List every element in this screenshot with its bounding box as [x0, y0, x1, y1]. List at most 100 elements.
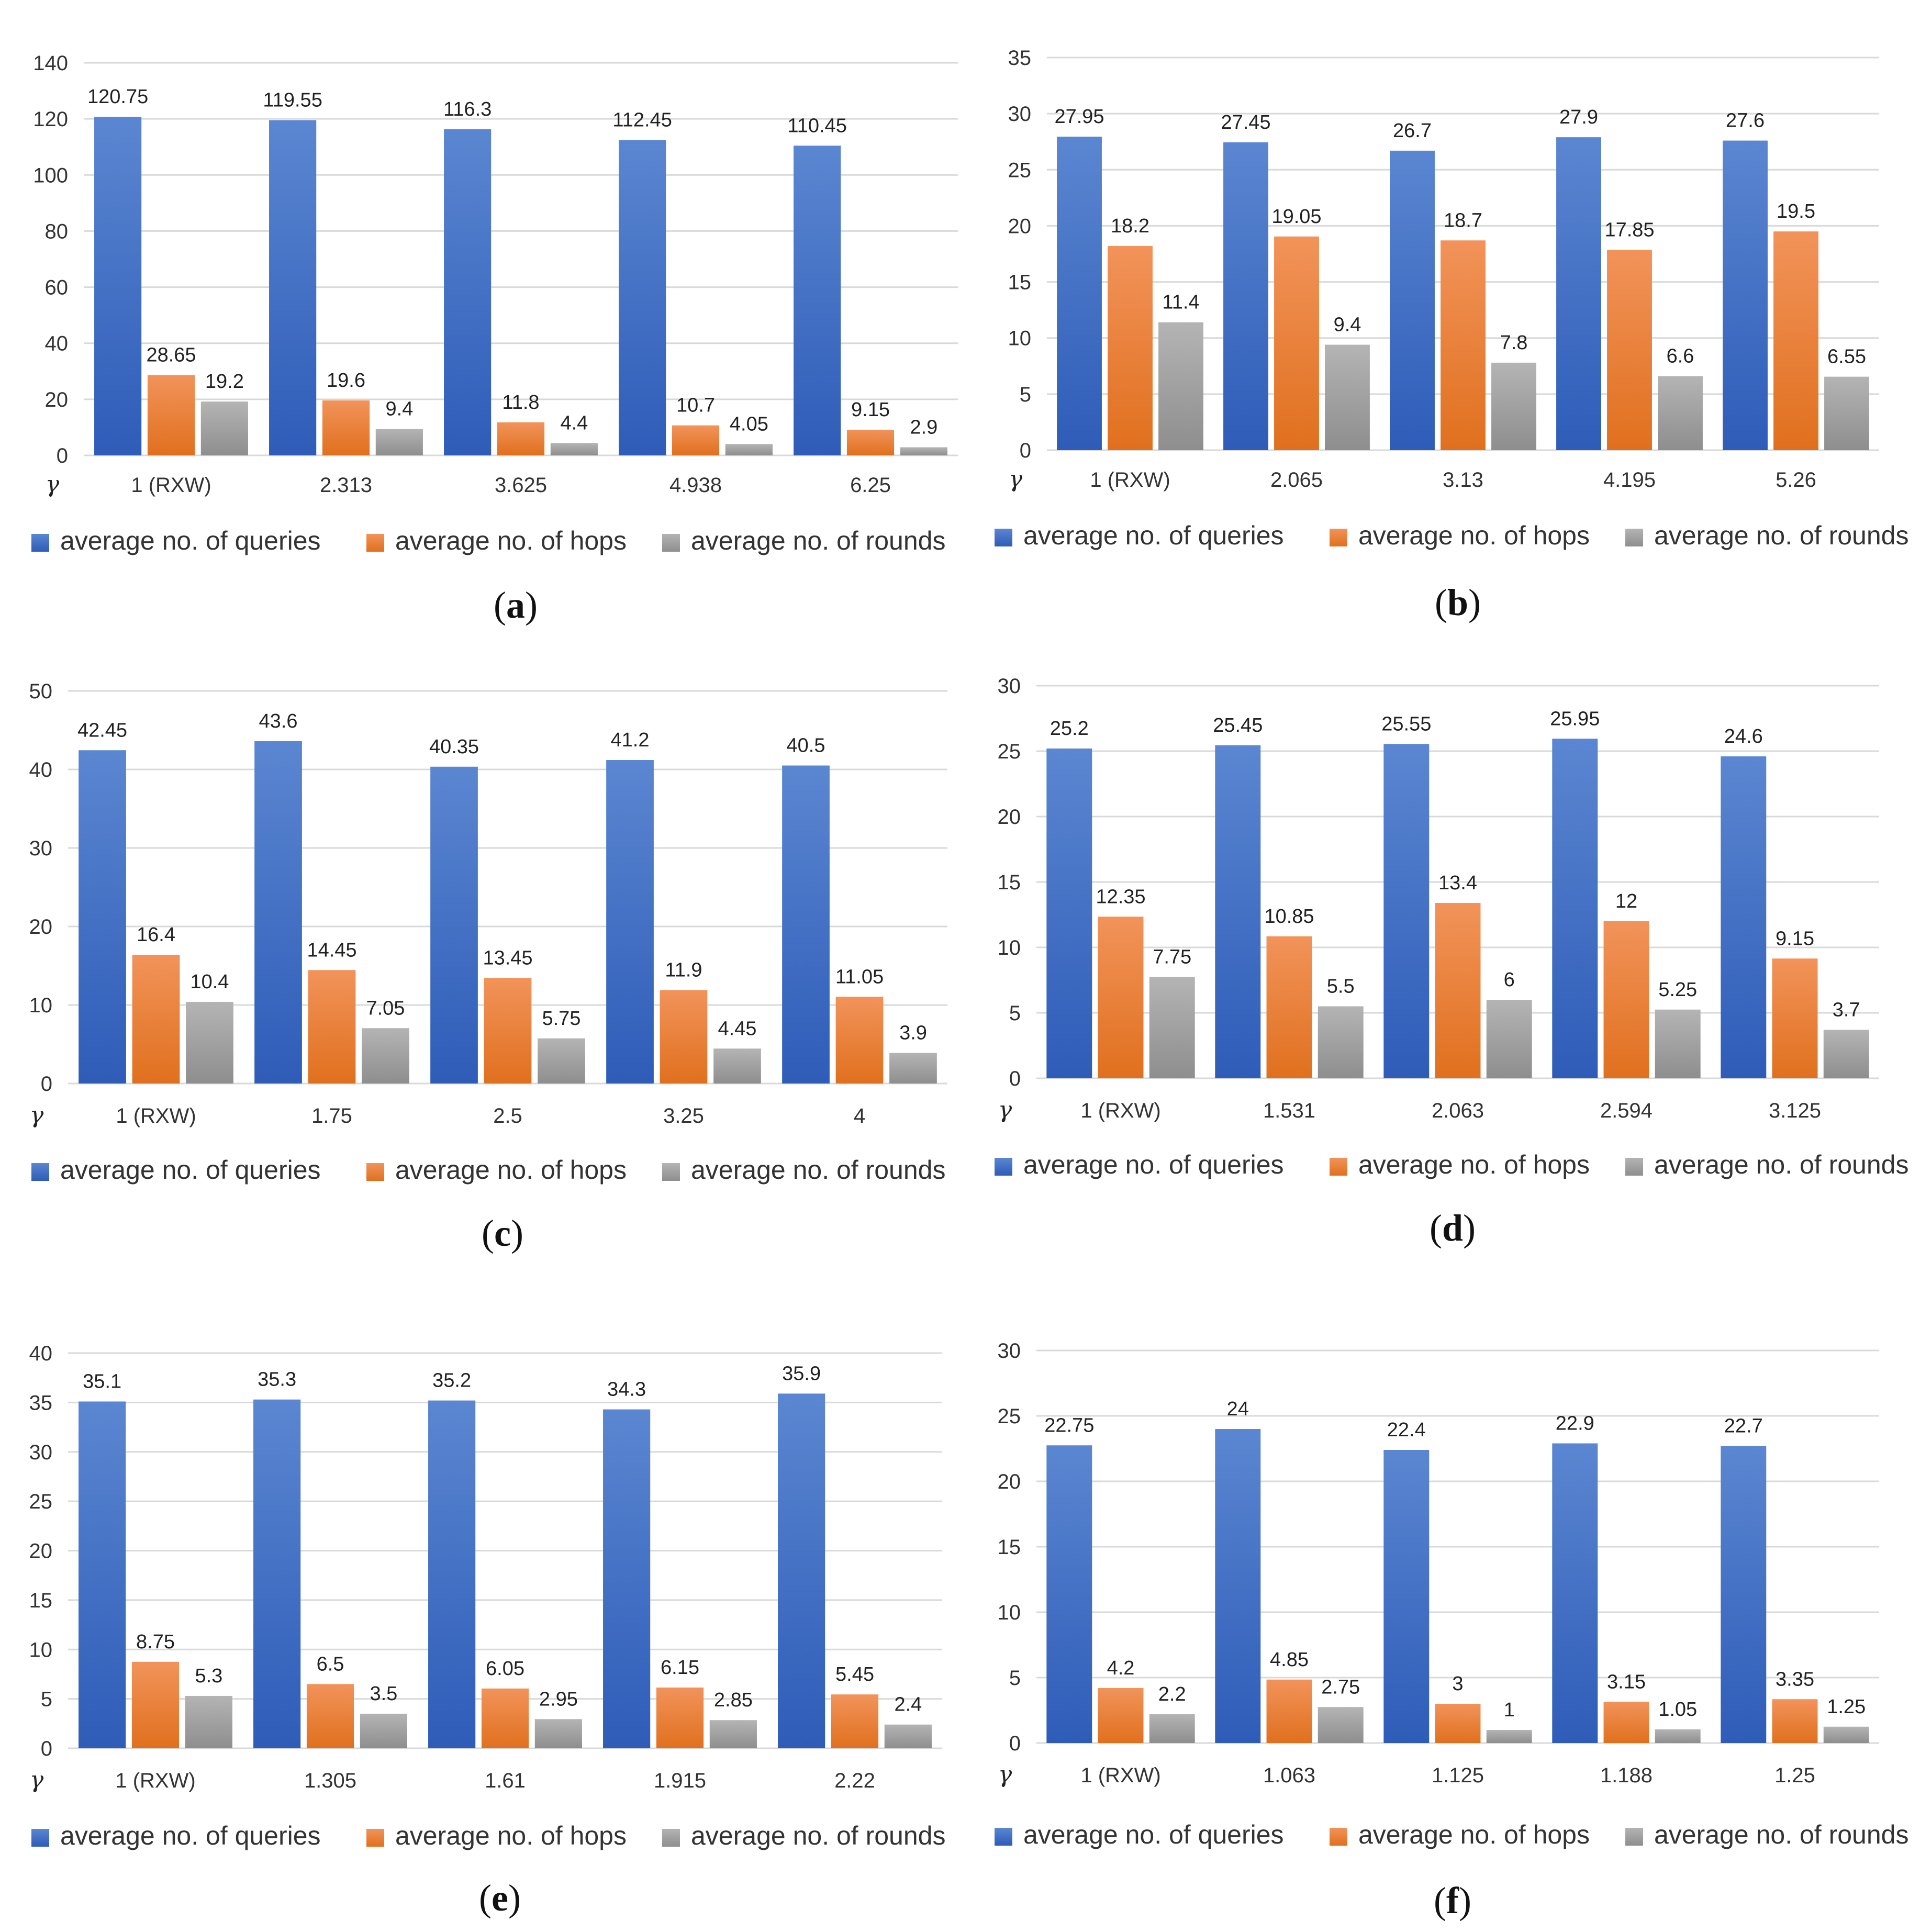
legend-swatch-d-queries [995, 1158, 1012, 1176]
y-tick-label-a-2: 40 [45, 332, 69, 355]
y-tick-label-e-8: 40 [29, 1342, 53, 1365]
chart-panel-f: 0 5 10 15 20 25 30 22.75 4.2 2.2 1 (RXW) 24 4.85 2.75… [995, 1339, 1908, 1922]
bar-d-hops-2 [1435, 903, 1481, 1078]
caption-f: (f) [1434, 1880, 1471, 1922]
y-tick-label-c-0: 0 [41, 1073, 52, 1096]
data-label-c-hops-1: 14.45 [307, 939, 356, 961]
category-label-d-2: 2.063 [1432, 1099, 1484, 1122]
bar-e-queries-2 [428, 1400, 476, 1748]
bar-a-queries-4 [794, 146, 841, 455]
data-label-c-rounds-4: 3.9 [899, 1022, 927, 1044]
y-tick-label-b-1: 5 [1020, 383, 1031, 406]
data-label-b-rounds-1: 9.4 [1334, 314, 1361, 336]
bar-a-queries-0 [94, 117, 142, 455]
data-label-a-rounds-2: 4.4 [560, 412, 588, 434]
y-tick-label-e-0: 0 [41, 1737, 52, 1760]
data-label-d-queries-3: 25.95 [1550, 708, 1600, 730]
legend-f: average no. of queries average no. of hop… [995, 1820, 1908, 1849]
data-label-d-rounds-1: 5.5 [1327, 976, 1355, 998]
y-tick-label-f-5: 25 [998, 1405, 1021, 1428]
legend-a: average no. of queries average no. of hop… [31, 526, 945, 555]
legend-swatch-c-rounds [662, 1163, 680, 1181]
data-label-e-rounds-1: 3.5 [370, 1683, 397, 1705]
x-axis-symbol-e: γ [30, 1767, 44, 1793]
legend-b: average no. of queries average no. of hop… [995, 521, 1908, 550]
bar-e-rounds-1 [360, 1713, 407, 1748]
chart-panel-e: 0 5 10 15 20 25 30 35 40 35.1 8.75 5.3 1 (RXW) 35.3 6.… [29, 1342, 946, 1919]
y-tick-label-a-6: 120 [33, 108, 68, 131]
legend-label-f-rounds: average no. of rounds [1654, 1820, 1908, 1849]
legend-label-b-queries: average no. of queries [1023, 521, 1284, 550]
caption-letter-f: f [1446, 1880, 1459, 1922]
bar-c-hops-1 [308, 970, 356, 1084]
data-label-c-rounds-0: 10.4 [190, 971, 229, 993]
y-tick-label-d-5: 25 [998, 740, 1021, 763]
bar-d-hops-0 [1098, 917, 1144, 1078]
y-tick-label-b-7: 35 [1008, 47, 1032, 70]
chart-panel-c: 0 10 20 30 40 50 42.45 16.4 10.4 1 (RXW) 43.6 14.45… [29, 680, 947, 1254]
bar-c-queries-3 [606, 760, 654, 1084]
bar-c-rounds-1 [362, 1028, 409, 1084]
chart-panel-d: 0 5 10 15 20 25 30 25.2 12.35 7.75 1 (RXW) 25.45 10.… [995, 675, 1908, 1249]
bar-a-rounds-4 [900, 447, 947, 455]
y-tick-label-a-1: 20 [45, 388, 69, 411]
data-label-f-queries-4: 22.7 [1724, 1415, 1763, 1437]
bar-b-hops-0 [1108, 246, 1153, 450]
data-label-a-rounds-1: 9.4 [385, 398, 413, 420]
y-tick-label-f-6: 30 [998, 1339, 1021, 1363]
bar-c-hops-3 [660, 990, 708, 1084]
data-label-c-queries-1: 43.6 [259, 710, 298, 732]
data-label-f-hops-2: 3 [1452, 1673, 1463, 1695]
data-label-f-rounds-4: 1.25 [1827, 1696, 1866, 1718]
bar-d-rounds-2 [1486, 1000, 1532, 1078]
category-label-b-3: 4.195 [1603, 468, 1656, 492]
y-tick-label-b-0: 0 [1020, 439, 1031, 462]
data-label-a-hops-3: 10.7 [676, 395, 715, 417]
category-label-a-3: 4.938 [669, 474, 722, 497]
data-label-a-queries-2: 116.3 [443, 98, 492, 120]
y-tick-label-d-3: 15 [998, 871, 1021, 894]
data-label-e-queries-1: 35.3 [258, 1369, 296, 1391]
caption-a: (a) [494, 584, 538, 626]
data-label-c-hops-4: 11.05 [835, 966, 884, 988]
bar-f-rounds-0 [1149, 1714, 1195, 1743]
data-label-e-queries-2: 35.2 [432, 1370, 471, 1392]
legend-swatch-e-rounds [662, 1829, 680, 1847]
data-label-f-hops-4: 3.35 [1776, 1668, 1814, 1690]
bar-c-queries-0 [79, 750, 126, 1084]
y-tick-label-c-2: 20 [29, 915, 53, 939]
legend-swatch-d-hops [1330, 1158, 1347, 1176]
bar-e-hops-4 [831, 1694, 879, 1748]
category-label-a-4: 6.25 [850, 474, 891, 497]
y-tick-label-e-2: 10 [29, 1638, 53, 1661]
data-label-e-hops-1: 6.5 [317, 1653, 344, 1675]
chart-panel-a: 0 20 40 60 80 100 120 140 120.75 28.65 19.2 1 (RXW)… [31, 52, 958, 626]
bar-d-hops-1 [1266, 936, 1312, 1078]
caption-letter-a: a [506, 584, 525, 626]
bar-a-rounds-0 [200, 401, 248, 455]
data-label-f-queries-1: 24 [1227, 1398, 1249, 1420]
bar-b-hops-2 [1441, 240, 1486, 450]
category-label-e-4: 2.22 [834, 1769, 875, 1792]
bar-e-queries-3 [603, 1409, 651, 1748]
bar-b-queries-2 [1390, 150, 1435, 450]
bar-f-rounds-1 [1318, 1707, 1364, 1743]
bar-e-rounds-2 [534, 1719, 582, 1748]
bar-c-queries-4 [782, 765, 830, 1084]
data-label-f-rounds-3: 1.05 [1658, 1699, 1697, 1721]
data-label-c-rounds-2: 5.75 [542, 1008, 581, 1030]
y-tick-label-e-5: 25 [29, 1490, 53, 1513]
legend-swatch-f-queries [995, 1828, 1012, 1846]
category-label-f-4: 1.25 [1774, 1764, 1815, 1787]
data-label-d-queries-1: 25.45 [1213, 714, 1263, 736]
bar-a-hops-2 [497, 422, 545, 455]
bar-a-hops-3 [672, 425, 720, 455]
bar-d-hops-3 [1603, 921, 1649, 1078]
data-label-b-hops-1: 19.05 [1271, 206, 1321, 228]
data-label-a-queries-1: 119.55 [263, 90, 322, 111]
x-axis-symbol-f: γ [998, 1761, 1012, 1788]
data-label-e-hops-4: 5.45 [835, 1663, 874, 1685]
data-label-a-hops-0: 28.65 [146, 344, 196, 366]
category-label-f-3: 1.188 [1600, 1764, 1653, 1787]
